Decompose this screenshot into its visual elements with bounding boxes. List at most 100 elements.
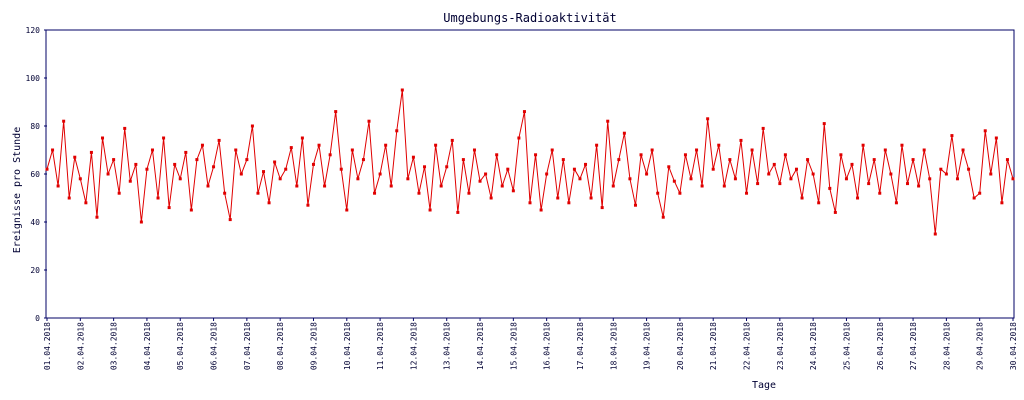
- data-point: [606, 119, 610, 123]
- data-point: [195, 158, 199, 162]
- data-point: [112, 158, 116, 162]
- x-tick-label: 30.04.2018: [1009, 322, 1018, 370]
- data-point: [889, 172, 893, 176]
- data-point: [445, 165, 449, 169]
- x-tick-label: 19.04.2018: [643, 322, 652, 370]
- data-point: [722, 184, 726, 188]
- data-point: [661, 215, 665, 219]
- data-point: [228, 218, 232, 222]
- data-point: [567, 201, 571, 205]
- x-tick-label: 15.04.2018: [509, 322, 518, 370]
- x-tick-label: 17.04.2018: [576, 322, 585, 370]
- data-point: [411, 155, 415, 159]
- data-point: [78, 177, 82, 181]
- x-tick-label: 12.04.2018: [409, 322, 418, 370]
- data-point: [761, 126, 765, 130]
- data-point: [794, 167, 798, 171]
- data-point: [561, 158, 565, 162]
- data-point: [178, 177, 182, 181]
- data-point: [733, 177, 737, 181]
- data-point: [572, 167, 576, 171]
- data-point: [917, 184, 921, 188]
- x-tick-label: 11.04.2018: [376, 322, 385, 370]
- data-point: [478, 179, 482, 183]
- data-point: [239, 172, 243, 176]
- y-tick-label: 120: [26, 26, 41, 35]
- data-point: [384, 143, 388, 147]
- x-tick-label: 27.04.2018: [909, 322, 918, 370]
- data-point: [1005, 158, 1009, 162]
- data-point: [56, 184, 60, 188]
- data-point: [617, 158, 621, 162]
- data-point: [928, 177, 932, 181]
- x-tick-label: 07.04.2018: [243, 322, 252, 370]
- data-point: [145, 167, 149, 171]
- data-point: [173, 162, 177, 166]
- data-point: [278, 177, 282, 181]
- data-point: [667, 165, 671, 169]
- data-point: [311, 162, 315, 166]
- data-point: [234, 148, 238, 152]
- data-point: [972, 196, 976, 200]
- data-point: [550, 148, 554, 152]
- data-point: [589, 196, 593, 200]
- x-tick-label: 25.04.2018: [842, 322, 851, 370]
- y-tick-label: 40: [30, 218, 40, 227]
- data-point: [206, 184, 210, 188]
- data-point: [906, 182, 910, 186]
- data-point: [51, 148, 55, 152]
- data-point: [728, 158, 732, 162]
- data-point: [101, 136, 105, 140]
- data-point: [361, 158, 365, 162]
- data-point: [389, 184, 393, 188]
- data-point: [378, 172, 382, 176]
- data-point: [783, 153, 787, 157]
- data-point: [939, 167, 943, 171]
- x-tick-label: 06.04.2018: [210, 322, 219, 370]
- data-point: [472, 148, 476, 152]
- data-point: [495, 153, 499, 157]
- y-tick-label: 0: [35, 314, 40, 323]
- data-point: [456, 210, 460, 214]
- data-point: [423, 165, 427, 169]
- data-point: [856, 196, 860, 200]
- data-point: [89, 150, 93, 154]
- data-point: [73, 155, 77, 159]
- data-point: [167, 206, 171, 210]
- data-point: [961, 148, 965, 152]
- data-point: [844, 177, 848, 181]
- x-tick-label: 04.04.2018: [143, 322, 152, 370]
- x-tick-label: 09.04.2018: [309, 322, 318, 370]
- data-point: [944, 172, 948, 176]
- data-point: [656, 191, 660, 195]
- data-point: [600, 206, 604, 210]
- x-tick-label: 14.04.2018: [476, 322, 485, 370]
- data-point: [706, 117, 710, 121]
- data-point: [245, 158, 249, 162]
- data-point: [750, 148, 754, 152]
- data-point: [967, 167, 971, 171]
- y-tick-label: 80: [30, 122, 40, 131]
- x-tick-label: 10.04.2018: [343, 322, 352, 370]
- x-axis-label: Tage: [752, 380, 776, 391]
- x-tick-label: 08.04.2018: [276, 322, 285, 370]
- data-point: [273, 160, 277, 164]
- y-axis-label: Ereignisse pro Stunde: [12, 127, 23, 253]
- data-point: [983, 129, 987, 133]
- data-point: [645, 172, 649, 176]
- data-point: [994, 136, 998, 140]
- data-point: [689, 177, 693, 181]
- data-point: [1000, 201, 1004, 205]
- data-point: [128, 179, 132, 183]
- data-point: [911, 158, 915, 162]
- data-point: [500, 184, 504, 188]
- data-point: [739, 138, 743, 142]
- x-tick-label: 13.04.2018: [443, 322, 452, 370]
- data-point: [867, 182, 871, 186]
- data-point: [67, 196, 71, 200]
- data-point: [134, 162, 138, 166]
- data-point: [400, 88, 404, 92]
- data-point: [672, 179, 676, 183]
